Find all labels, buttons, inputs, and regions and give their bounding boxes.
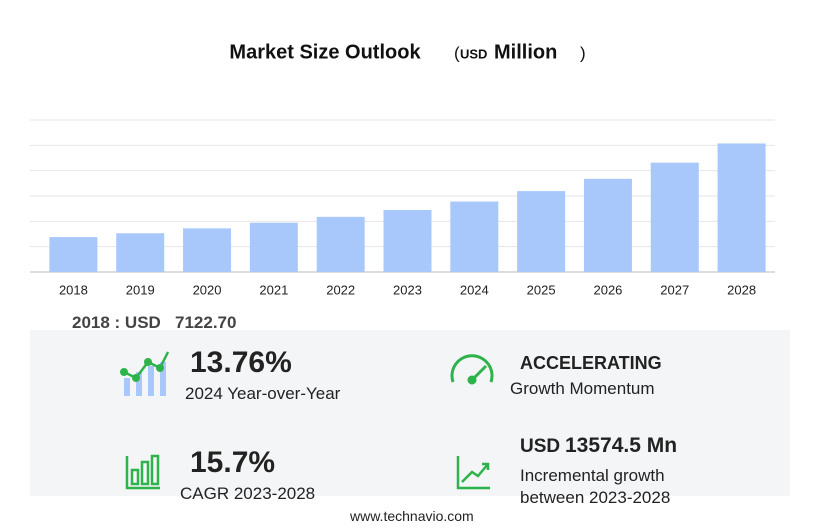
summary-panel (30, 330, 790, 496)
yoy-value: 13.76% (190, 346, 292, 379)
incremental-currency: USD (520, 436, 561, 457)
x-tick-label: 2022 (326, 282, 355, 297)
footer: www.technavio.com (350, 508, 474, 524)
momentum-label: Growth Momentum (510, 379, 655, 398)
bar (116, 233, 165, 272)
cagr-value: 15.7% (190, 446, 276, 479)
momentum-icon (450, 354, 494, 385)
yoy-label: 2024 Year-over-Year (185, 384, 341, 403)
x-tick-label: 2025 (527, 282, 556, 297)
bar (583, 178, 632, 272)
bar (183, 228, 232, 272)
x-tick-label: 2019 (126, 282, 155, 297)
unit-currency: USD (460, 46, 487, 61)
bar (383, 210, 432, 272)
base-value: 7122.70 (175, 313, 237, 332)
bar (717, 143, 766, 272)
incremental-label: Incremental growth (520, 466, 665, 485)
incremental-value: 13574.5 Mn (565, 434, 678, 457)
bar (650, 162, 699, 272)
bar (49, 237, 98, 272)
bar (316, 216, 365, 272)
cagr-icon (125, 454, 160, 490)
x-tick-label: 2023 (393, 282, 422, 297)
incremental-icon (456, 456, 490, 490)
unit-close: ) (580, 43, 586, 62)
bar (450, 201, 499, 272)
cagr-label: CAGR 2023-2028 (180, 484, 316, 503)
unit-open: ( (454, 43, 460, 62)
x-tick-label: 2021 (259, 282, 288, 297)
x-tick-label: 2024 (460, 282, 489, 297)
unit-name: Million (494, 41, 557, 63)
chart: Market Size Outlook ( USD Million ) 2018… (30, 41, 775, 297)
yoy-icon (120, 351, 170, 396)
chart-title: Market Size Outlook (229, 41, 421, 63)
x-tick-label: 2018 (59, 282, 88, 297)
incremental-label: between 2023-2028 (520, 488, 671, 507)
bar (517, 191, 566, 272)
momentum-value: ACCELERATING (520, 353, 662, 373)
base-label: 2018 : USD (72, 313, 161, 332)
x-tick-label: 2020 (193, 282, 222, 297)
x-tick-label: 2026 (593, 282, 622, 297)
x-tick-label: 2028 (727, 282, 756, 297)
bar (249, 222, 298, 272)
x-tick-label: 2027 (660, 282, 689, 297)
